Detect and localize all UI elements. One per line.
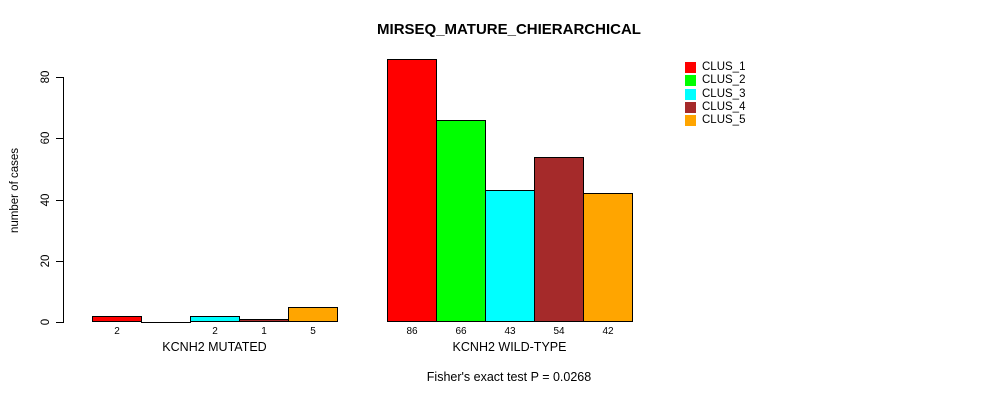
legend-item: CLUS_5	[685, 114, 745, 127]
bar-value-label: 2	[114, 326, 120, 337]
legend-item: CLUS_1	[685, 61, 745, 74]
bar-value-label: 1	[261, 326, 267, 337]
legend-label: CLUS_2	[702, 74, 746, 87]
bar-clus_5-group2	[583, 193, 633, 322]
bar-value-label: 43	[504, 326, 516, 337]
legend-label: CLUS_1	[702, 61, 746, 74]
y-axis-tick	[56, 199, 63, 201]
bar-clus_1-group1	[92, 315, 142, 322]
bar-clus_3-group2	[485, 190, 535, 322]
y-axis-tick-label: 0	[40, 318, 52, 326]
y-axis-tick	[56, 77, 63, 78]
bar-value-label: 86	[406, 326, 418, 337]
legend-item: CLUS_4	[685, 101, 745, 114]
legend-swatch-clus5	[685, 115, 696, 127]
bar-clus_4-group1	[239, 318, 289, 322]
bar-clus_2-group2	[436, 119, 486, 322]
legend-swatch-clus3	[685, 88, 696, 100]
legend-label: CLUS_5	[702, 114, 746, 127]
y-axis-tick	[56, 322, 63, 323]
y-axis-line	[63, 77, 64, 323]
y-axis-label: number of cases	[9, 147, 21, 233]
chart-footnote: Fisher's exact test P = 0.0268	[426, 370, 592, 384]
bar-clus_1-group2	[387, 58, 437, 322]
legend-label: CLUS_4	[702, 101, 746, 114]
bar-value-label: 5	[310, 326, 316, 337]
bar-value-label: 2	[212, 326, 218, 337]
legend-swatch-clus1	[685, 62, 696, 74]
chart-legend: CLUS_1 CLUS_2 CLUS_3 CLUS_4 CLUS_5	[685, 61, 745, 127]
y-axis-tick-label: 80	[40, 70, 52, 84]
bar-value-label: 66	[455, 326, 467, 337]
y-axis-tick-label: 20	[40, 254, 52, 268]
y-axis-tick	[56, 260, 63, 262]
x-category-label-mutated: KCNH2 MUTATED	[162, 340, 267, 354]
legend-swatch-clus2	[685, 75, 696, 87]
chart-title: MIRSEQ_MATURE_CHIERARCHICAL	[377, 21, 641, 38]
bar-clus_2-group1-zero	[141, 322, 191, 323]
legend-item: CLUS_2	[685, 74, 745, 87]
bar-value-label: 42	[602, 326, 614, 337]
y-axis-tick-label: 40	[40, 193, 52, 206]
y-axis-tick	[56, 138, 63, 140]
x-category-label-wildtype: KCNH2 WILD-TYPE	[452, 340, 567, 354]
bar-clus_5-group1	[288, 306, 338, 322]
legend-label: CLUS_3	[702, 87, 746, 100]
legend-item: CLUS_3	[685, 88, 745, 101]
legend-swatch-clus4	[685, 102, 696, 114]
bar-clus_4-group2	[534, 156, 584, 322]
y-axis-tick-label: 60	[40, 131, 52, 145]
bar-clus_3-group1	[190, 315, 240, 322]
bar-value-label: 54	[553, 326, 565, 337]
